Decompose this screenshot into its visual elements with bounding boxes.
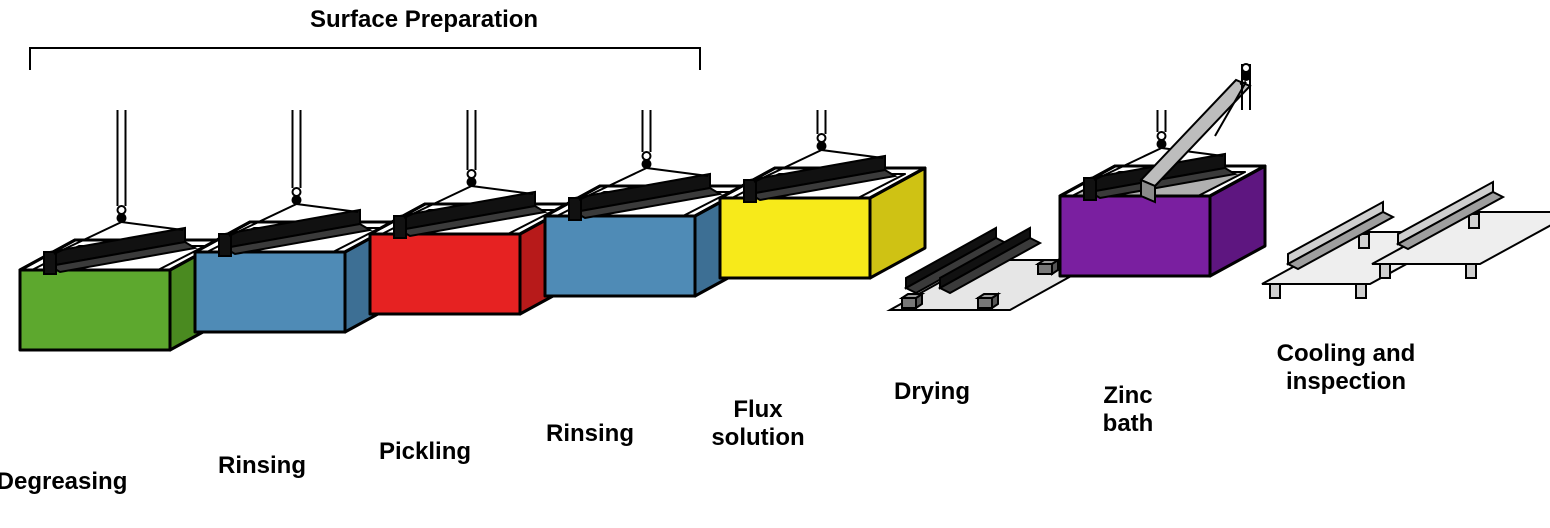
label-rinsing-1: Rinsing — [218, 452, 306, 480]
diagram-stage: Surface Preparation Degreasing Rinsing P… — [0, 0, 1550, 528]
label-flux: Flux solution — [711, 396, 804, 452]
label-pickling: Pickling — [379, 438, 471, 466]
label-drying: Drying — [894, 378, 970, 406]
label-cooling: Cooling and inspection — [1277, 340, 1416, 396]
label-rinsing-2: Rinsing — [546, 420, 634, 448]
label-degreasing: Degreasing — [0, 468, 127, 496]
label-zinc: Zinc bath — [1103, 382, 1154, 438]
